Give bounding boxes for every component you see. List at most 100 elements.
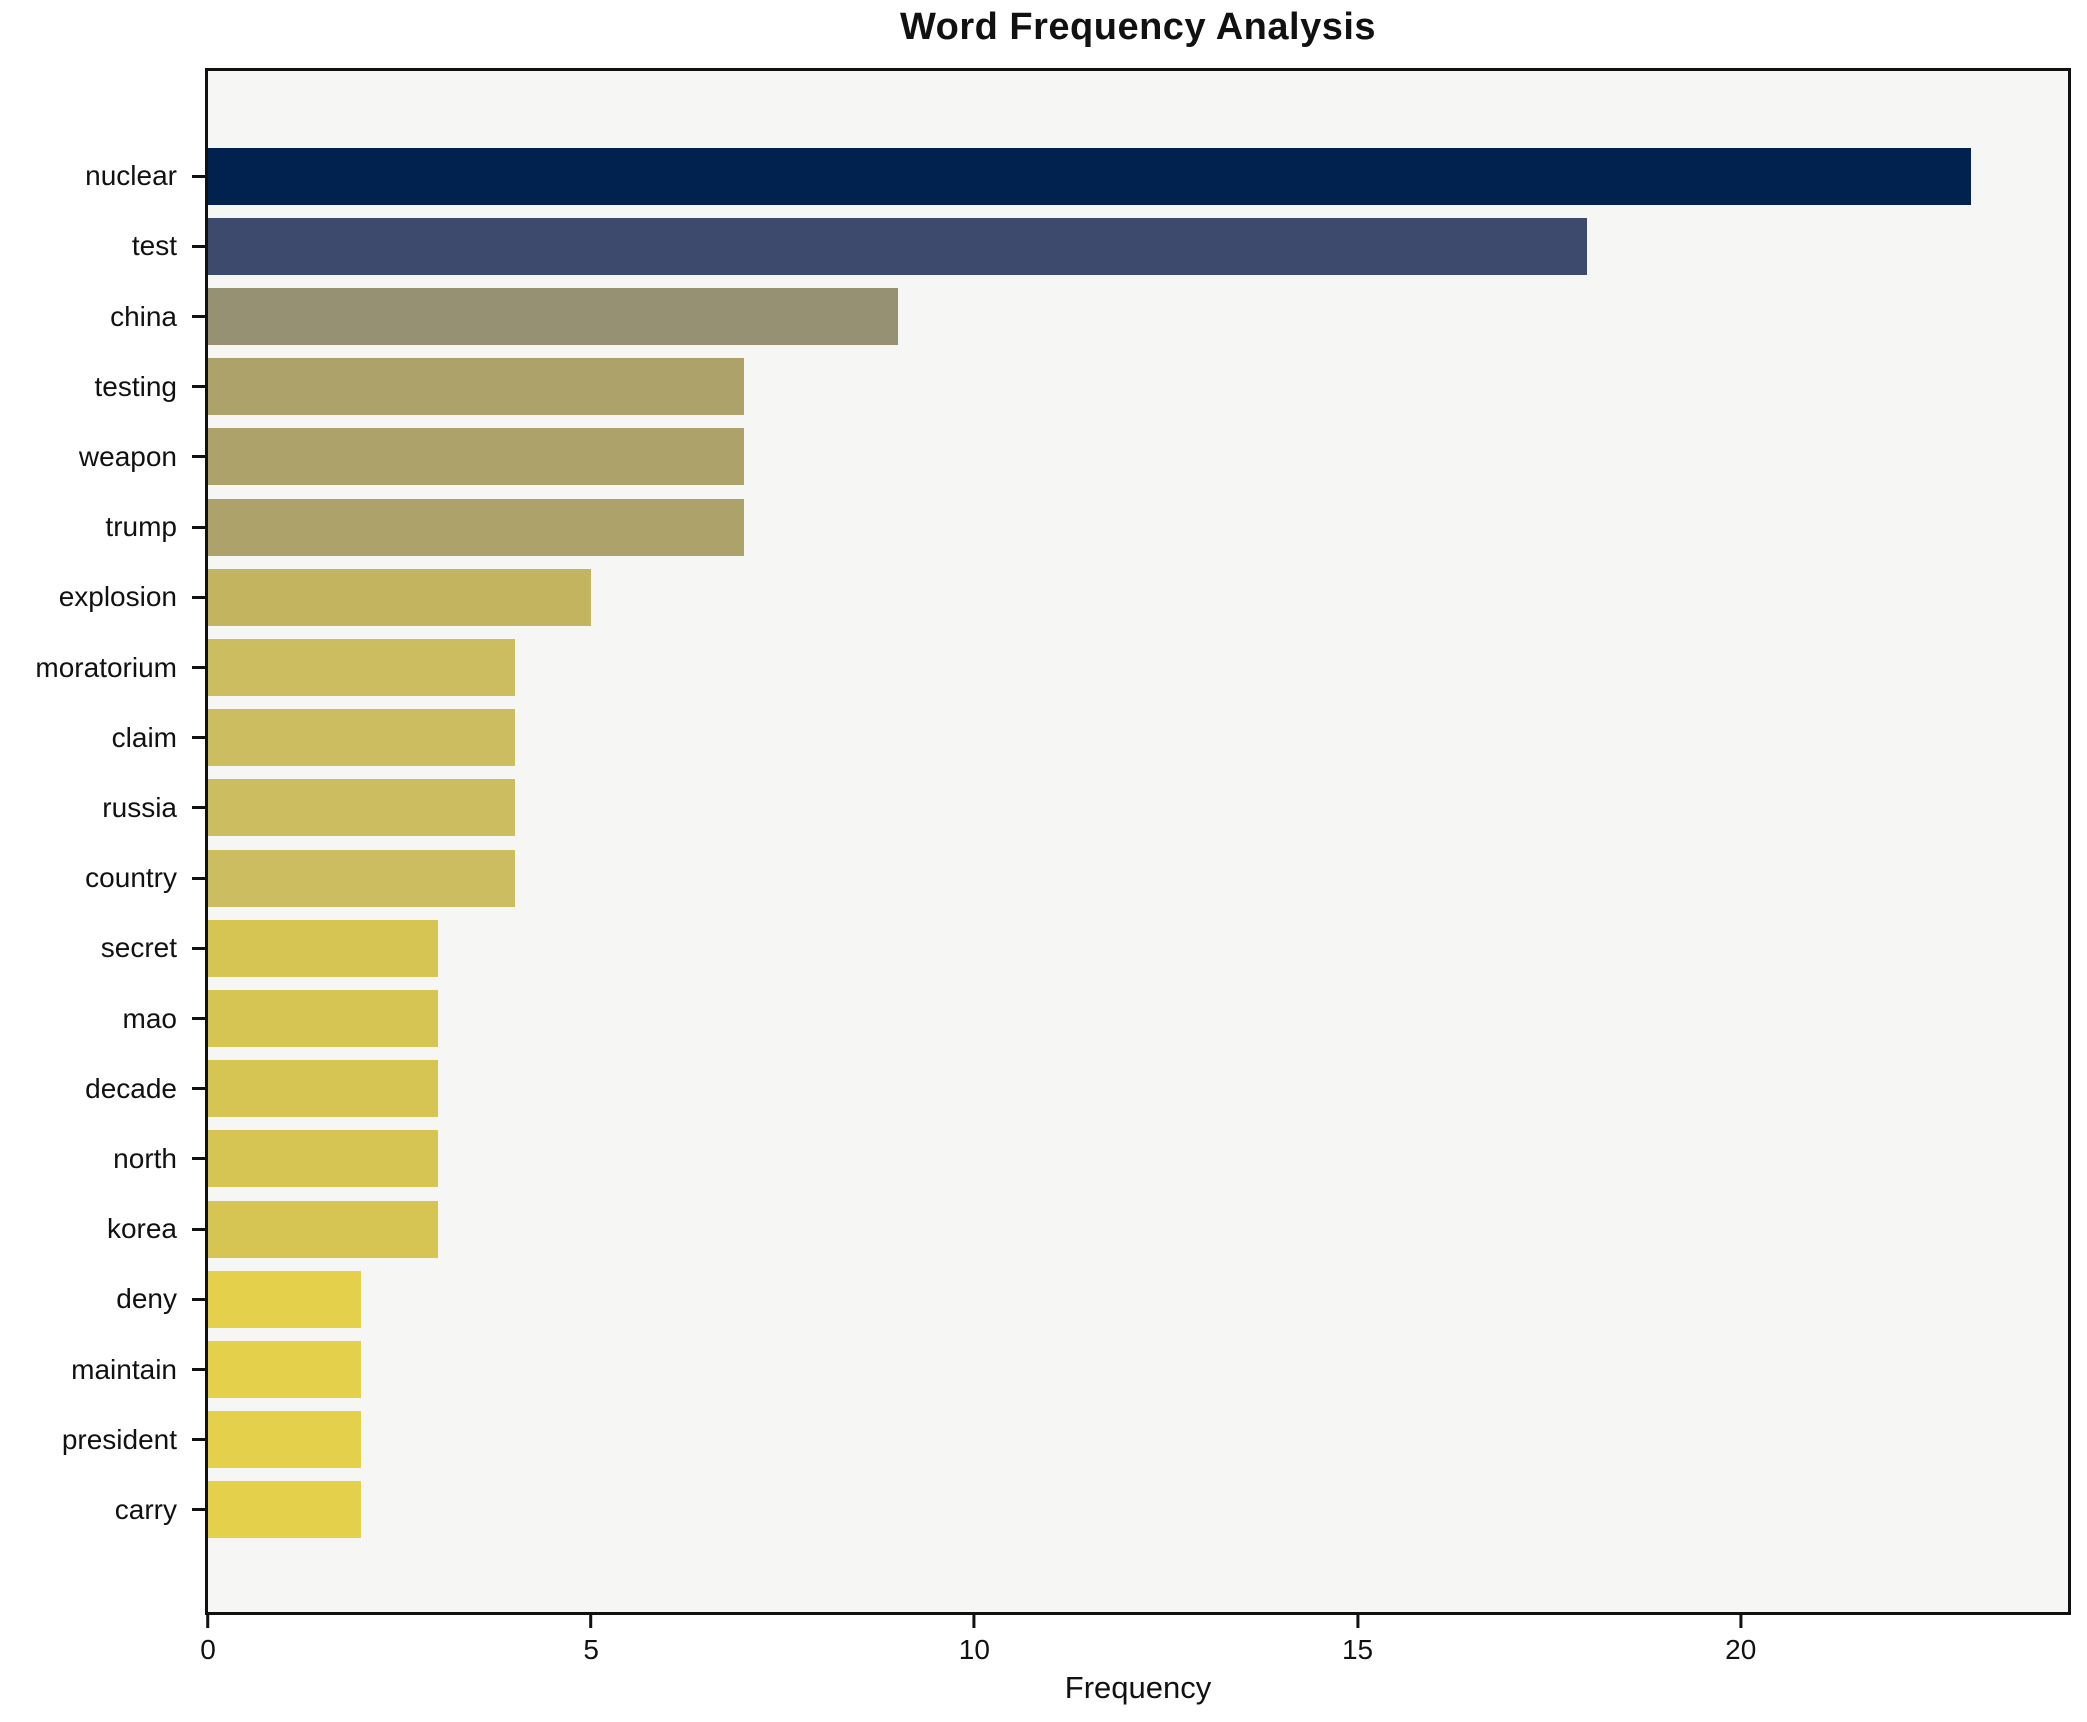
y-tick-row: explosion — [0, 562, 205, 632]
y-tick-mark — [192, 666, 205, 670]
y-tick-row: nuclear — [0, 141, 205, 211]
bar-test — [208, 217, 1588, 275]
y-tick-row: trump — [0, 492, 205, 562]
plot-area — [205, 68, 2071, 1615]
y-tick-row: decade — [0, 1054, 205, 1124]
x-tick-mark — [1356, 1615, 1360, 1628]
y-tick-label: russia — [102, 791, 177, 823]
bar-country — [208, 849, 515, 907]
bar-secret — [208, 919, 438, 977]
y-tick-row: north — [0, 1124, 205, 1194]
y-tick-label: maintain — [71, 1353, 177, 1385]
bar-row — [208, 632, 2068, 702]
bar-decade — [208, 1060, 438, 1118]
x-tick: 5 — [583, 1615, 599, 1666]
bar-north — [208, 1130, 438, 1188]
bar-row — [208, 843, 2068, 913]
y-tick-row: claim — [0, 703, 205, 773]
bar-row — [208, 281, 2068, 351]
y-tick-mark — [192, 1508, 205, 1512]
y-tick-row: maintain — [0, 1334, 205, 1404]
bar-mao — [208, 990, 438, 1048]
y-tick-mark — [192, 315, 205, 318]
x-tick-mark — [589, 1615, 593, 1628]
y-tick-mark — [192, 1157, 205, 1161]
y-tick-mark — [192, 1368, 205, 1372]
y-tick-label: secret — [100, 932, 177, 964]
y-tick-mark — [192, 525, 205, 529]
y-tick-row: china — [0, 281, 205, 351]
bar-carry — [208, 1481, 362, 1539]
bar-korea — [208, 1200, 438, 1258]
x-tick-label: 10 — [958, 1634, 990, 1665]
y-tick-row: test — [0, 211, 205, 281]
y-tick-label: north — [113, 1142, 177, 1174]
y-tick-label: country — [85, 862, 177, 894]
y-tick-label: nuclear — [85, 160, 177, 192]
x-tick-label: 0 — [200, 1634, 216, 1665]
y-tick-mark — [192, 736, 205, 740]
y-tick-mark — [192, 806, 205, 810]
bar-row — [208, 913, 2068, 983]
x-tick-mark — [206, 1615, 210, 1628]
y-tick-label: carry — [114, 1493, 177, 1525]
x-tick-mark — [972, 1615, 976, 1628]
x-tick: 15 — [1342, 1615, 1373, 1666]
bar-row — [208, 1054, 2068, 1124]
y-axis-labels: nuclear test china testing weapon trump explos… — [0, 68, 205, 1615]
bar-president — [208, 1411, 362, 1469]
y-tick-mark — [192, 1297, 205, 1301]
bar-row — [208, 492, 2068, 562]
y-tick-row: testing — [0, 352, 205, 422]
y-tick-label: moratorium — [35, 651, 177, 683]
bar-row — [208, 422, 2068, 492]
bar-row — [208, 141, 2068, 211]
y-tick-mark — [192, 385, 205, 389]
bar-maintain — [208, 1341, 362, 1399]
y-tick-label: mao — [122, 1002, 177, 1034]
bar-moratorium — [208, 639, 515, 697]
bar-row — [208, 1405, 2068, 1475]
bar-trump — [208, 498, 745, 556]
y-tick-label: test — [131, 230, 177, 262]
y-tick-mark — [192, 1087, 205, 1091]
x-axis-label: Frequency — [1064, 1670, 1212, 1705]
bars-container — [208, 71, 2068, 1612]
bar-china — [208, 288, 898, 345]
y-tick-label: weapon — [78, 440, 177, 472]
y-tick-row: secret — [0, 913, 205, 983]
x-tick-label: 5 — [583, 1634, 599, 1665]
x-tick-mark — [1739, 1615, 1743, 1628]
bar-row — [208, 1475, 2068, 1545]
y-tick-mark — [192, 174, 205, 178]
bar-row — [208, 562, 2068, 632]
y-tick-mark — [192, 595, 205, 599]
chart-title: Word Frequency Analysis — [899, 6, 1377, 48]
y-tick-row: russia — [0, 773, 205, 843]
bar-testing — [208, 358, 745, 416]
bar-row — [208, 1264, 2068, 1334]
y-tick-row: carry — [0, 1475, 205, 1545]
x-tick: 10 — [959, 1615, 990, 1666]
y-tick-label: explosion — [58, 581, 177, 613]
bar-explosion — [208, 568, 592, 626]
x-axis: 0 5 10 15 20 — [200, 1615, 2068, 1685]
y-tick-label: deny — [116, 1283, 177, 1315]
y-tick-row: moratorium — [0, 632, 205, 702]
bar-row — [208, 773, 2068, 843]
bar-row — [208, 352, 2068, 422]
y-tick-row: president — [0, 1405, 205, 1475]
y-tick-mark — [192, 946, 205, 950]
y-tick-mark — [192, 1017, 205, 1021]
bar-row — [208, 1334, 2068, 1404]
x-tick-label: 20 — [1725, 1634, 1757, 1665]
y-tick-label: testing — [94, 370, 178, 402]
bar-nuclear — [208, 147, 1971, 205]
y-tick-label: korea — [106, 1213, 177, 1245]
bar-row — [208, 1124, 2068, 1194]
y-tick-row: korea — [0, 1194, 205, 1264]
x-tick-label: 15 — [1341, 1634, 1374, 1665]
bar-row — [208, 1194, 2068, 1264]
y-tick-mark — [192, 455, 205, 459]
bar-row — [208, 211, 2068, 281]
